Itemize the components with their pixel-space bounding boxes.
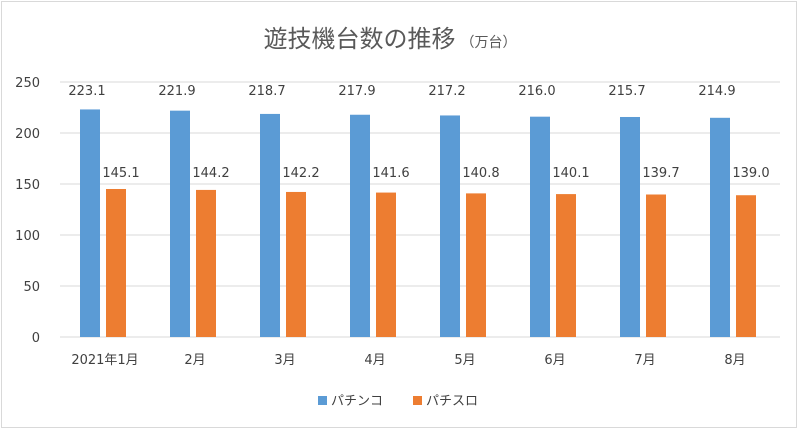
x-tick-label: 2月 — [184, 353, 205, 368]
x-tick-label: 6月 — [544, 353, 565, 368]
y-tick-label: 0 — [32, 331, 40, 346]
bar-pachinko — [260, 113, 280, 338]
legend-swatch — [318, 396, 327, 405]
data-label: 217.9 — [338, 84, 375, 99]
bar-pachislot — [466, 193, 486, 337]
bar-pachinko — [530, 116, 550, 338]
chart-title: 遊技機台数の推移 （万台） — [263, 25, 516, 53]
data-label: 144.2 — [192, 166, 229, 181]
data-label: 216.0 — [518, 84, 555, 99]
bar-pachinko — [350, 114, 370, 337]
x-tick-label: 4月 — [364, 353, 385, 368]
bar-pachislot — [556, 194, 576, 337]
data-label: 140.1 — [552, 166, 589, 181]
x-tick-label: 8月 — [724, 353, 745, 368]
bar-pachislot — [106, 188, 126, 337]
legend-label: パチスロ — [426, 394, 478, 409]
bar-pachislot — [376, 192, 396, 337]
bar-pachinko — [710, 117, 730, 337]
data-label: 217.2 — [428, 84, 465, 99]
legend-swatch — [413, 396, 422, 405]
data-label: 145.1 — [102, 166, 139, 181]
bar-pachislot — [646, 194, 666, 337]
data-label: 139.0 — [732, 166, 769, 181]
bar-pachinko — [620, 116, 640, 338]
x-tick-label: 3月 — [274, 353, 295, 368]
y-tick-label: 50 — [23, 280, 40, 295]
legend-label: パチンコ — [331, 394, 383, 409]
y-tick-label: 100 — [15, 229, 40, 244]
data-label: 141.6 — [372, 166, 409, 181]
chart-title-main: 遊技機台数の推移 — [263, 25, 455, 53]
data-label: 223.1 — [68, 84, 105, 99]
data-label: 218.7 — [248, 84, 285, 99]
chart-title-unit: （万台） — [461, 35, 517, 51]
y-tick-label: 150 — [15, 178, 40, 193]
bar-pachislot — [736, 195, 756, 337]
data-label: 140.8 — [462, 166, 499, 181]
bar-pachinko — [80, 109, 100, 337]
x-tick-label: 7月 — [634, 353, 655, 368]
y-tick-label: 200 — [15, 127, 40, 142]
x-tick-label: 5月 — [454, 353, 475, 368]
bar-pachinko — [170, 110, 190, 337]
data-label: 214.9 — [698, 84, 735, 99]
y-tick-label: 250 — [15, 76, 40, 91]
bar-pachislot — [196, 189, 216, 337]
x-tick-label: 2021年1月 — [71, 353, 138, 368]
data-label: 221.9 — [158, 84, 195, 99]
bar-pachislot — [286, 191, 306, 337]
bar-pachinko — [440, 115, 460, 338]
data-label: 215.7 — [608, 84, 645, 99]
data-label: 142.2 — [282, 166, 319, 181]
data-label: 139.7 — [642, 166, 679, 181]
